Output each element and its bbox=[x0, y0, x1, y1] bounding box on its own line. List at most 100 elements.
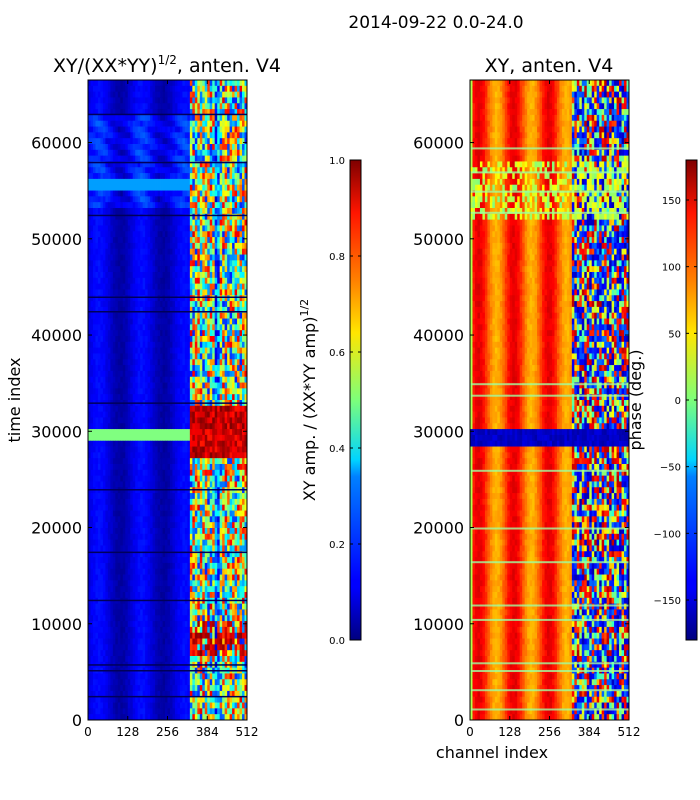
heat-cell bbox=[192, 353, 196, 360]
heat-cell bbox=[214, 237, 218, 244]
heat-cell bbox=[127, 510, 131, 517]
heat-cell bbox=[182, 126, 186, 133]
heat-cell bbox=[97, 394, 101, 401]
heat-cell bbox=[137, 295, 141, 302]
heat-cell bbox=[157, 481, 161, 488]
heat-cell bbox=[174, 510, 178, 517]
heat-cell bbox=[165, 446, 168, 453]
heat-cell bbox=[150, 423, 153, 430]
heat-cell bbox=[90, 458, 94, 465]
heat-cell bbox=[182, 85, 186, 93]
heat-cell bbox=[102, 510, 106, 517]
heat-cell bbox=[160, 341, 163, 349]
heat-cell bbox=[234, 178, 238, 186]
heat-cell bbox=[197, 504, 201, 511]
heat-cell bbox=[194, 452, 198, 459]
heat-cell bbox=[172, 434, 176, 442]
heat-cell bbox=[177, 283, 181, 290]
heat-cell bbox=[88, 120, 91, 127]
heat-cell bbox=[117, 469, 121, 477]
heat-cell bbox=[239, 434, 243, 442]
heat-cell bbox=[92, 132, 96, 139]
heat-cell bbox=[145, 283, 149, 290]
heat-cell bbox=[204, 365, 208, 372]
heat-cell bbox=[137, 504, 141, 511]
heat-cell bbox=[155, 80, 158, 87]
heat-cell bbox=[229, 114, 233, 122]
heat-cell bbox=[125, 91, 129, 98]
heat-cell bbox=[232, 132, 235, 139]
heat-cell bbox=[214, 306, 218, 314]
heat-cell bbox=[122, 475, 126, 482]
heat-cell bbox=[212, 411, 216, 418]
heat-cell bbox=[207, 225, 211, 232]
heat-cell bbox=[100, 103, 104, 110]
heat-cell bbox=[244, 446, 247, 453]
heat-cell bbox=[152, 138, 156, 145]
heat-cell bbox=[214, 289, 218, 296]
heat-cell bbox=[107, 277, 111, 285]
heat-cell bbox=[102, 173, 106, 180]
heat-cell bbox=[157, 114, 161, 122]
heat-cell bbox=[202, 440, 206, 447]
heat-cell bbox=[202, 266, 206, 273]
heat-cell bbox=[209, 394, 213, 401]
heat-cell bbox=[187, 341, 191, 349]
heat-cell bbox=[227, 446, 231, 453]
heat-cell bbox=[174, 109, 178, 116]
heat-cell bbox=[120, 242, 124, 250]
heat-cell bbox=[204, 370, 208, 378]
heat-cell bbox=[174, 382, 178, 389]
heat-cell bbox=[217, 522, 221, 529]
heat-cell bbox=[102, 155, 106, 162]
heat-cell bbox=[110, 388, 114, 395]
heat-cell bbox=[90, 126, 94, 133]
heat-cell bbox=[162, 272, 166, 279]
heat-cell bbox=[157, 388, 161, 395]
heat-cell bbox=[155, 109, 158, 116]
heat-cell bbox=[209, 144, 213, 151]
heat-cell bbox=[244, 394, 247, 401]
heat-cell bbox=[135, 475, 139, 482]
heat-cell bbox=[224, 301, 228, 308]
heat-cell bbox=[207, 330, 211, 337]
heat-cell bbox=[239, 132, 243, 139]
heat-cell bbox=[145, 85, 149, 93]
heat-cell bbox=[160, 510, 163, 517]
heat-cell bbox=[122, 80, 126, 87]
heat-cell bbox=[165, 254, 168, 261]
heat-cell bbox=[244, 103, 247, 110]
heat-cell bbox=[172, 213, 176, 221]
heat-cell bbox=[127, 359, 131, 366]
heat-cell bbox=[182, 528, 186, 535]
heat-cell bbox=[234, 80, 238, 87]
heat-cell bbox=[137, 126, 141, 133]
heat-cell bbox=[147, 138, 151, 145]
heat-cell bbox=[194, 103, 198, 110]
heat-cell bbox=[184, 213, 188, 221]
heat-cell bbox=[137, 370, 141, 378]
heat-cell bbox=[187, 510, 191, 517]
heat-cell bbox=[234, 190, 238, 197]
heat-cell bbox=[90, 382, 94, 389]
heat-cell bbox=[90, 184, 94, 191]
heat-cell bbox=[142, 359, 146, 366]
heat-cell bbox=[194, 464, 198, 471]
heat-cell bbox=[177, 306, 181, 314]
heat-cell bbox=[217, 225, 221, 232]
heat-cell bbox=[222, 173, 226, 180]
heat-cell bbox=[232, 120, 235, 127]
heat-cell bbox=[150, 446, 153, 453]
heat-cell bbox=[239, 528, 243, 535]
heat-cell bbox=[135, 80, 139, 87]
heat-cell bbox=[204, 341, 208, 349]
heat-cell bbox=[219, 289, 223, 296]
heat-cell bbox=[100, 184, 104, 191]
heat-cell bbox=[102, 190, 106, 197]
heat-cell bbox=[140, 219, 144, 226]
heat-cell bbox=[112, 493, 116, 500]
heat-cell bbox=[187, 202, 191, 209]
heat-cell bbox=[219, 504, 223, 511]
heat-cell bbox=[88, 458, 91, 465]
heat-cell bbox=[107, 376, 111, 383]
